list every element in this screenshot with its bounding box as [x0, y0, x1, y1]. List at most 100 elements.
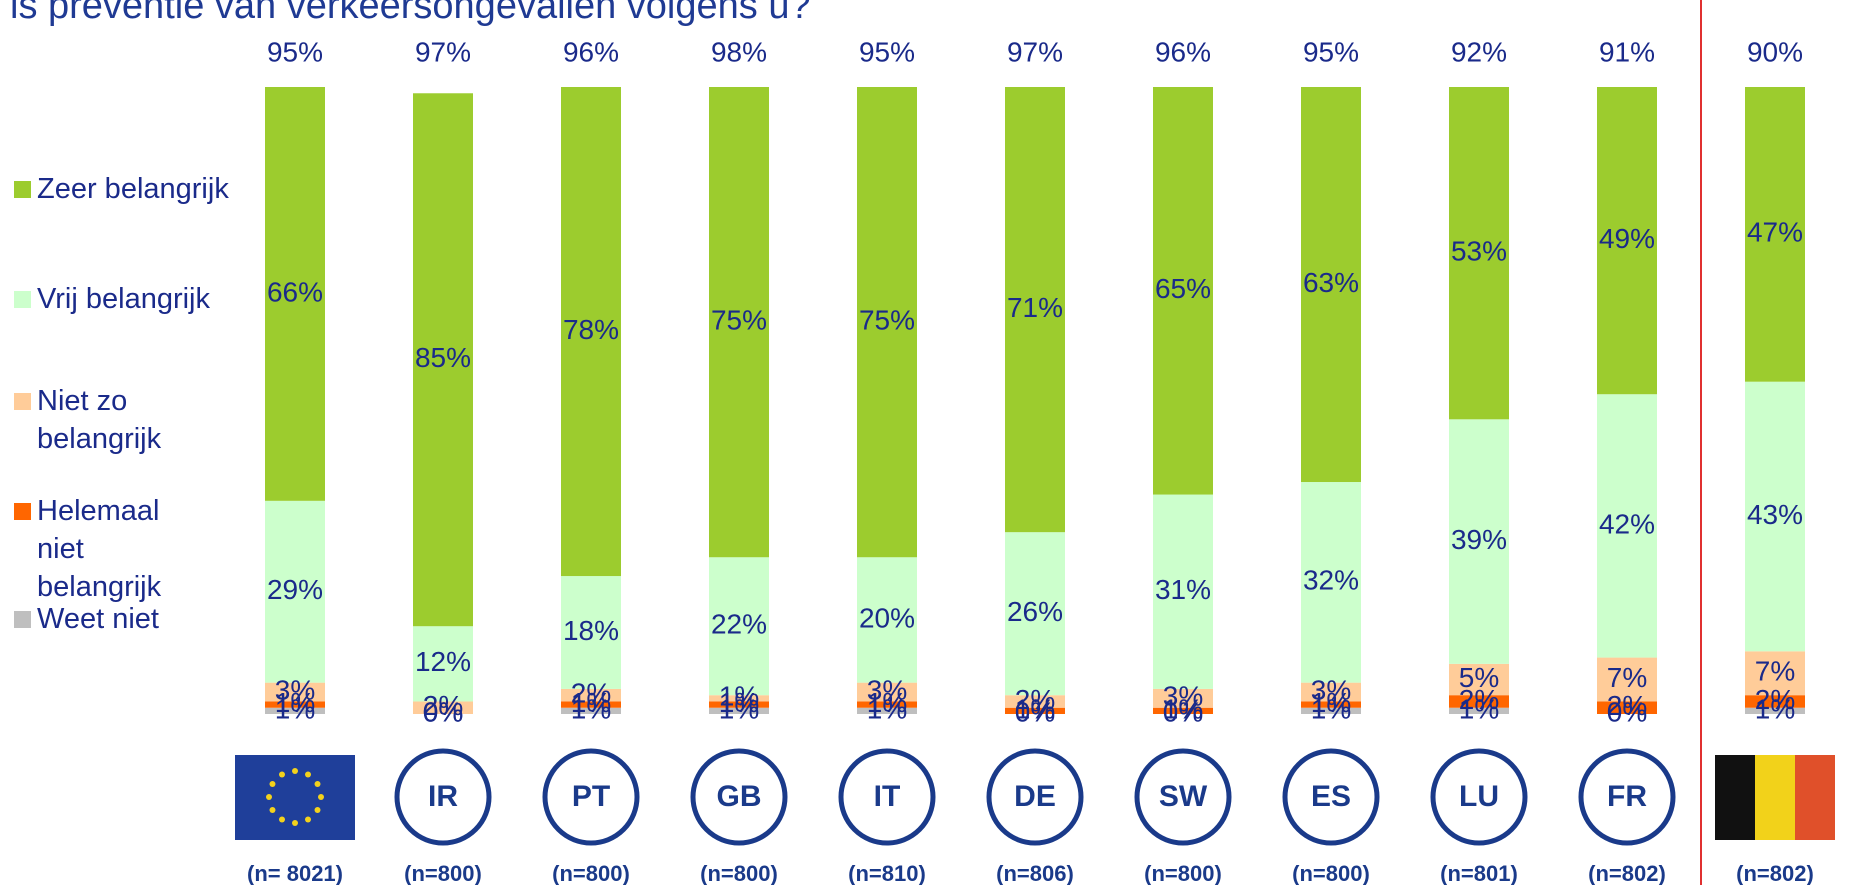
data-label: 20% — [859, 602, 915, 633]
legend-label: Helemaal niet belangrijk — [37, 495, 162, 603]
total-label: 97% — [1007, 36, 1063, 67]
bar-segment — [1301, 682, 1361, 702]
data-label: 7% — [1755, 656, 1795, 687]
data-label: 2% — [423, 690, 463, 721]
data-label: 1% — [571, 687, 611, 718]
bar-segment — [1301, 701, 1361, 708]
data-label: 39% — [1451, 524, 1507, 555]
data-label: 47% — [1747, 217, 1803, 248]
flag-star — [266, 794, 272, 800]
data-label: 66% — [267, 276, 323, 307]
x-tick-label: IT — [874, 780, 901, 813]
bar-segment — [1301, 87, 1361, 483]
flag-star — [279, 816, 285, 823]
data-label: 53% — [1451, 236, 1507, 267]
country-badge — [838, 748, 936, 846]
x-tick-label: LU — [1459, 780, 1499, 813]
data-label: 2% — [1607, 690, 1647, 721]
bar-segment — [561, 701, 621, 708]
data-label: 1% — [1163, 693, 1203, 724]
bar-segment — [709, 557, 769, 696]
total-label: 90% — [1747, 36, 1803, 67]
data-label: 63% — [1303, 267, 1359, 298]
bar-segment — [561, 707, 621, 714]
data-label: 1% — [719, 693, 759, 724]
data-label: 43% — [1747, 499, 1803, 530]
data-label: 1% — [571, 693, 611, 724]
total-label: 95% — [267, 36, 323, 67]
data-label: 0% — [1163, 696, 1203, 727]
data-label: 3% — [1163, 681, 1203, 712]
bar-segment — [1153, 494, 1213, 689]
bar-segment — [413, 93, 473, 627]
legend-swatch — [14, 181, 31, 198]
bar-segment — [561, 87, 621, 577]
flag-star — [292, 820, 298, 826]
data-label: 85% — [415, 342, 471, 373]
data-label: 1% — [1311, 693, 1351, 724]
bar-segment — [265, 87, 325, 501]
sample-size: (n=800) — [1144, 861, 1222, 885]
legend-item: Helemaal niet belangrijk — [14, 492, 207, 606]
bar-segment — [1449, 663, 1509, 696]
be-flag-stripe — [1715, 755, 1755, 840]
data-label: 49% — [1599, 223, 1655, 254]
flag-star — [269, 781, 276, 787]
sample-size: (n=801) — [1440, 861, 1518, 885]
bar-segment — [265, 500, 325, 683]
legend-swatch — [14, 291, 31, 308]
sample-size: (n=810) — [848, 861, 926, 885]
bar-segment — [709, 695, 769, 702]
bar-segment — [561, 688, 621, 702]
legend-label: Weet niet — [37, 603, 159, 635]
bar-segment — [857, 87, 917, 558]
bar-segment — [1745, 381, 1805, 652]
total-label: 95% — [859, 36, 915, 67]
x-tick-label: FR — [1607, 780, 1647, 813]
flag-star — [314, 781, 321, 787]
x-tick-label: ES — [1311, 780, 1351, 813]
bar-segment — [1449, 695, 1509, 708]
bar-segment — [1153, 707, 1213, 714]
total-label: 97% — [415, 36, 471, 67]
x-tick-label: DE — [1014, 780, 1056, 813]
flag-star — [292, 768, 298, 774]
data-label: 31% — [1155, 574, 1211, 605]
flag-star — [269, 807, 276, 813]
sample-size: (n=800) — [1292, 861, 1370, 885]
bar-segment — [1745, 651, 1805, 696]
data-label: 1% — [719, 687, 759, 718]
country-badge — [1134, 748, 1232, 846]
legend: Zeer belangrijk Vrij belangrijk Niet zo be… — [14, 0, 274, 885]
country-badge — [986, 748, 1084, 846]
legend-item: Zeer belangrijk — [14, 170, 229, 208]
data-label: 1% — [719, 681, 759, 712]
data-label: 3% — [867, 674, 907, 705]
bar-segment — [857, 682, 917, 702]
sample-size: (n=802) — [1588, 861, 1666, 885]
legend-item: Vrij belangrijk — [14, 280, 210, 318]
legend-label: Zeer belangrijk — [37, 173, 229, 205]
sample-size: (n=802) — [1736, 861, 1814, 885]
be-flag-stripe — [1795, 755, 1835, 840]
bar-segment — [1005, 532, 1065, 696]
data-label: 0% — [423, 696, 463, 727]
bar-segment — [857, 557, 917, 683]
bar-segment — [1005, 707, 1065, 714]
data-label: 18% — [563, 615, 619, 646]
data-label: 78% — [563, 314, 619, 345]
bar-segment — [1597, 657, 1657, 702]
data-label: 2% — [1755, 684, 1795, 715]
flag-star — [305, 816, 311, 823]
data-label: 29% — [267, 574, 323, 605]
country-badge — [1282, 748, 1380, 846]
legend-label: Niet zo belangrijk — [37, 385, 162, 455]
data-label: 1% — [1015, 693, 1055, 724]
total-label: 91% — [1599, 36, 1655, 67]
bar-segment — [265, 707, 325, 714]
bar-segment — [265, 682, 325, 702]
legend-item: Weet niet — [14, 600, 159, 638]
bar-segment — [1745, 695, 1805, 708]
